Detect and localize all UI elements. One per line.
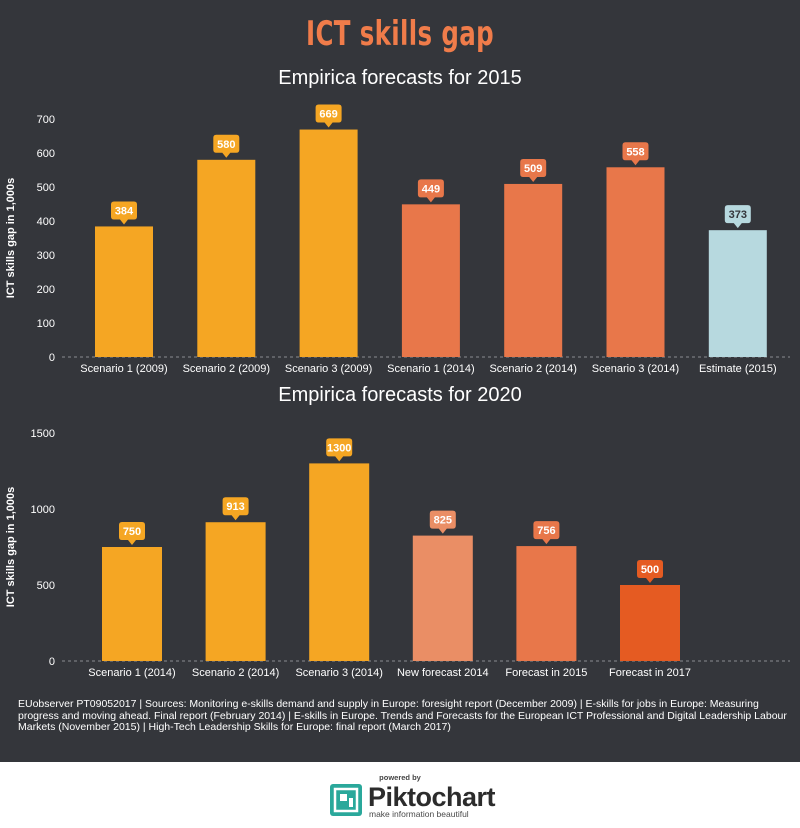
y-tick-label: 100 xyxy=(37,318,55,330)
y-tick-label: 200 xyxy=(37,284,55,296)
data-label: 373 xyxy=(729,209,747,221)
bar xyxy=(516,546,577,661)
branding-bar: powered by Piktochart make information b… xyxy=(0,762,800,828)
y-tick-label: 700 xyxy=(37,114,55,126)
bar xyxy=(606,167,665,357)
x-tick-label: Scenario 3 (2014) xyxy=(295,667,382,679)
bar xyxy=(197,159,256,357)
bar xyxy=(401,204,460,357)
data-label: 750 xyxy=(123,526,141,538)
x-tick-label: Scenario 2 (2009) xyxy=(183,363,270,375)
chart-title: Empirica forecasts for 2020 xyxy=(278,384,521,406)
x-tick-label: Scenario 1 (2014) xyxy=(387,363,474,375)
x-tick-label: Forecast in 2015 xyxy=(505,667,587,679)
x-tick-label: Forecast in 2017 xyxy=(609,667,691,679)
data-label-bubble: 384 xyxy=(111,201,137,225)
data-label: 913 xyxy=(226,501,244,513)
bar xyxy=(504,183,563,357)
data-label-bubble: 750 xyxy=(119,522,145,545)
data-label: 669 xyxy=(319,109,337,121)
data-label-bubble: 669 xyxy=(315,104,342,128)
x-tick-label: Scenario 3 (2014) xyxy=(592,363,679,375)
data-label-bubble: 825 xyxy=(429,510,456,534)
chart-2020: Empirica forecasts for 2020 ICT skills ga… xyxy=(5,384,790,679)
data-label-bubble: 373 xyxy=(724,205,751,229)
data-label: 825 xyxy=(434,515,452,527)
x-tick-label: Scenario 1 (2009) xyxy=(80,363,167,375)
bar xyxy=(95,226,153,357)
data-label-bubble: 449 xyxy=(417,179,444,203)
bar xyxy=(620,585,680,661)
sources-footnote: EUobserver PT09052017 | Sources: Monitor… xyxy=(18,698,787,733)
x-tick-label: Scenario 3 (2009) xyxy=(285,363,372,375)
y-tick-label: 400 xyxy=(37,216,55,228)
data-label-bubble: 500 xyxy=(637,560,663,583)
x-tick-label: Estimate (2015) xyxy=(699,363,777,375)
y-tick-label: 1500 xyxy=(31,428,55,440)
y-axis-label: ICT skills gap in 1,000s xyxy=(5,487,17,607)
brand-name: Piktochart xyxy=(368,782,496,812)
y-axis-label: ICT skills gap in 1,000s xyxy=(5,178,17,298)
data-label-bubble: 580 xyxy=(213,134,240,158)
data-label: 384 xyxy=(115,205,134,217)
data-label: 580 xyxy=(217,139,235,151)
bar xyxy=(708,230,767,357)
data-label: 756 xyxy=(537,525,555,537)
bar xyxy=(299,129,358,357)
x-tick-label: New forecast 2014 xyxy=(397,667,489,679)
page-title: ICT skills gap xyxy=(305,14,495,54)
y-tick-label: 0 xyxy=(49,656,55,668)
y-tick-label: 500 xyxy=(37,182,55,194)
data-label: 449 xyxy=(422,183,440,195)
data-label-bubble: 913 xyxy=(222,497,249,521)
data-label-bubble: 558 xyxy=(622,142,649,166)
data-label: 558 xyxy=(626,146,644,158)
data-label-bubble: 756 xyxy=(533,521,560,545)
y-tick-label: 0 xyxy=(49,352,55,364)
data-label-bubble: 509 xyxy=(520,158,547,182)
bar xyxy=(412,535,473,661)
y-tick-label: 1000 xyxy=(31,504,55,516)
y-tick-label: 300 xyxy=(37,250,55,262)
piktochart-logo-icon xyxy=(330,784,362,816)
y-tick-label: 600 xyxy=(37,148,55,160)
x-tick-label: Scenario 2 (2014) xyxy=(192,667,279,679)
bar xyxy=(102,547,162,661)
chart-2015: Empirica forecasts for 2015 ICT skills ga… xyxy=(5,67,790,375)
data-label: 1300 xyxy=(327,442,351,454)
piktochart-logo[interactable]: Piktochart make information beautiful xyxy=(330,782,496,820)
brand-tagline: make information beautiful xyxy=(369,809,469,819)
bar xyxy=(309,463,370,661)
chart-title: Empirica forecasts for 2015 xyxy=(278,67,521,89)
y-tick-label: 500 xyxy=(37,580,55,592)
bar xyxy=(205,522,266,661)
data-label-bubble: 1300 xyxy=(326,438,353,462)
data-label: 509 xyxy=(524,163,542,175)
data-label: 500 xyxy=(641,564,659,576)
powered-by-label: powered by xyxy=(379,773,421,782)
x-tick-label: Scenario 2 (2014) xyxy=(489,363,576,375)
x-tick-label: Scenario 1 (2014) xyxy=(88,667,175,679)
